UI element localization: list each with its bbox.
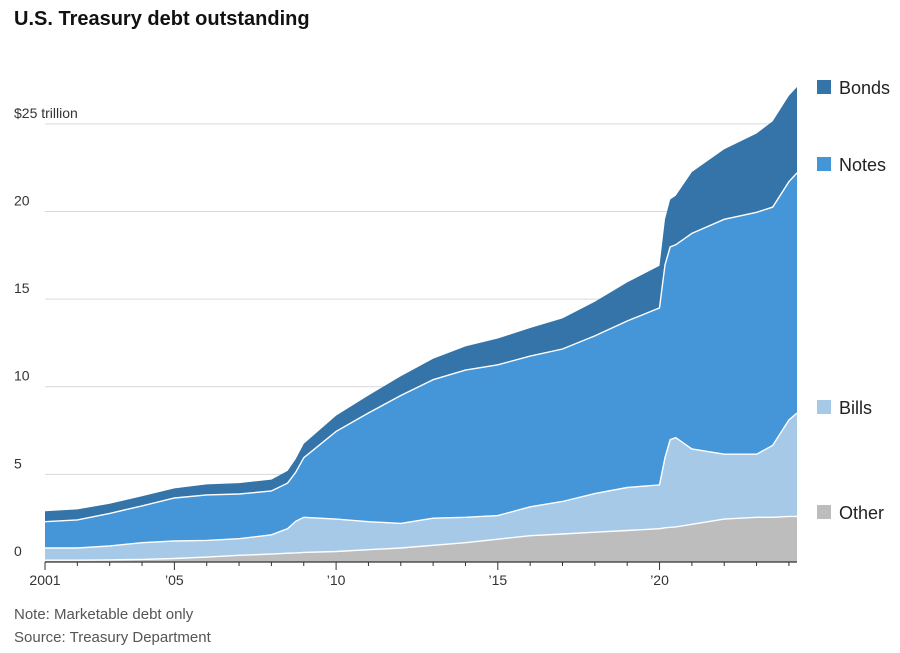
x-tick-label: ’05: [165, 572, 184, 588]
legend-swatch-other: [817, 505, 831, 519]
chart-note: Note: Marketable debt only: [14, 606, 194, 623]
boundary-bills: [45, 412, 798, 549]
area-notes: [45, 172, 797, 548]
stacked-area-chart: 0 5 10 15 20 $25 trillion 2001 ’05 ’10 ’15 ’20 Oth…: [14, 78, 890, 588]
area-bills: [45, 413, 797, 561]
x-tick-label: ’10: [327, 572, 346, 588]
legend-swatch-notes: [817, 157, 831, 171]
y-tick-label: 5: [14, 455, 22, 471]
legend-label-bills: Bills: [839, 398, 872, 418]
boundary-other: [45, 515, 797, 561]
legend-swatch-bills: [817, 400, 831, 414]
x-tick-label: ’15: [488, 572, 507, 588]
legend-swatch-bonds: [817, 80, 831, 94]
y-tick-label: 10: [14, 368, 30, 384]
x-tick-label: 2001: [29, 572, 60, 588]
y-tick-label: $25 trillion: [14, 105, 78, 121]
legend-label-notes: Notes: [839, 155, 886, 175]
y-tick-label: 20: [14, 192, 30, 208]
area-layer: [44, 87, 798, 562]
legend-label-other: Other: [839, 503, 884, 523]
boundary-notes: [44, 172, 798, 523]
legend-layer: Other Bills Notes Bonds: [817, 78, 890, 523]
legend-label-bonds: Bonds: [839, 78, 890, 98]
x-tick-label: ’20: [650, 572, 669, 588]
y-tick-label: 0: [14, 543, 22, 559]
area-bonds: [45, 87, 797, 522]
axis-layer: 0 5 10 15 20 $25 trillion 2001 ’05 ’10 ’15 ’20: [14, 105, 797, 588]
chart-title: U.S. Treasury debt outstanding: [14, 8, 310, 30]
y-tick-label: 15: [14, 280, 30, 296]
area-other: [45, 516, 797, 562]
chart-source: Source: Treasury Department: [14, 629, 211, 646]
